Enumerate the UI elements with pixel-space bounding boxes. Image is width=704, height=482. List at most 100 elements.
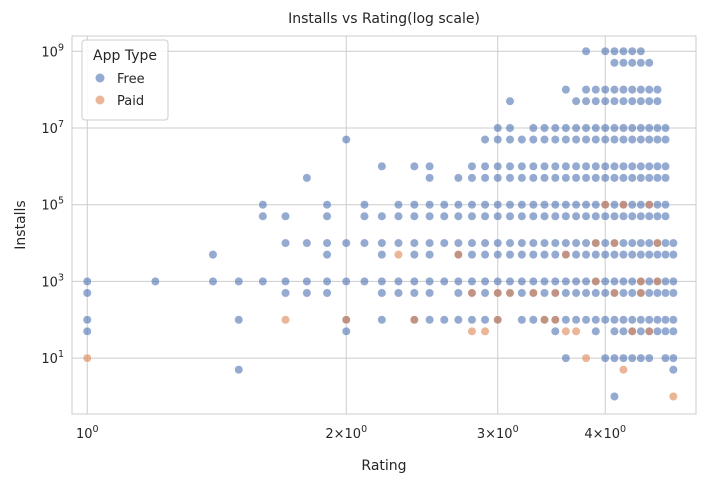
data-point <box>439 211 449 221</box>
data-point <box>360 200 369 210</box>
data-point <box>528 315 538 325</box>
data-point <box>644 85 654 95</box>
data-point <box>394 288 403 298</box>
data-point <box>550 326 560 336</box>
data-point <box>302 238 312 248</box>
data-point <box>627 96 637 106</box>
data-point <box>627 288 637 298</box>
data-point <box>600 200 610 210</box>
data-point <box>208 250 218 260</box>
data-point <box>627 353 637 363</box>
data-point <box>550 123 560 133</box>
data-point <box>425 288 435 298</box>
data-point <box>636 173 646 183</box>
data-point <box>644 277 654 286</box>
data-point <box>467 288 477 298</box>
data-point <box>591 173 601 183</box>
data-point <box>550 288 560 298</box>
data-point <box>493 123 503 133</box>
data-point <box>668 238 678 248</box>
data-point <box>610 96 619 106</box>
data-point <box>653 85 662 95</box>
data-point <box>540 288 549 298</box>
data-point <box>150 277 160 286</box>
data-point <box>561 315 571 325</box>
data-point <box>653 135 662 144</box>
data-point <box>409 200 419 210</box>
data-point <box>627 200 637 210</box>
data-point <box>636 250 646 260</box>
data-point <box>610 353 619 363</box>
data-point <box>653 288 662 298</box>
data-point <box>653 238 662 248</box>
data-point <box>636 211 646 221</box>
data-point <box>653 123 662 133</box>
y-tick-label: 109 <box>41 42 64 60</box>
data-point <box>82 288 92 298</box>
data-point <box>619 161 628 171</box>
data-point <box>644 353 654 363</box>
data-point <box>561 161 571 171</box>
data-point <box>480 250 490 260</box>
data-point <box>493 250 503 260</box>
data-point <box>281 238 290 248</box>
data-point <box>591 238 601 248</box>
data-point <box>610 135 619 144</box>
data-point <box>480 288 490 298</box>
data-point <box>540 123 549 133</box>
data-point <box>540 315 549 325</box>
legend-label-paid: Paid <box>117 94 144 109</box>
data-point <box>591 123 601 133</box>
data-point <box>493 288 503 298</box>
data-point <box>668 250 678 260</box>
data-point <box>493 173 503 183</box>
y-tick-label: 105 <box>41 196 64 214</box>
data-point <box>571 326 581 336</box>
data-point <box>636 85 646 95</box>
legend-title: App Type <box>93 48 157 64</box>
data-point <box>561 135 571 144</box>
data-point <box>439 315 449 325</box>
data-point <box>627 161 637 171</box>
data-point <box>234 277 244 286</box>
data-point <box>644 173 654 183</box>
data-point <box>341 277 351 286</box>
data-point <box>540 211 549 221</box>
data-point <box>581 238 591 248</box>
data-point <box>517 161 527 171</box>
data-point <box>425 200 435 210</box>
data-point <box>467 211 477 221</box>
data-point <box>644 200 654 210</box>
y-axis-label: Installs <box>13 200 29 249</box>
data-point <box>528 200 538 210</box>
data-point <box>517 250 527 260</box>
chart-title: Installs vs Rating(log scale) <box>288 11 480 27</box>
data-point <box>600 173 610 183</box>
data-point <box>281 211 290 221</box>
data-point <box>561 123 571 133</box>
data-point <box>610 211 619 221</box>
data-point <box>644 123 654 133</box>
data-point <box>517 200 527 210</box>
data-point <box>322 250 332 260</box>
data-point <box>644 96 654 106</box>
data-point <box>591 161 601 171</box>
y-tick-label: 101 <box>41 349 64 367</box>
data-point <box>528 135 538 144</box>
data-point <box>528 238 538 248</box>
data-point <box>581 277 591 286</box>
data-point <box>467 238 477 248</box>
data-point <box>480 161 490 171</box>
data-point <box>591 85 601 95</box>
data-point <box>627 315 637 325</box>
data-point <box>467 250 477 260</box>
data-point <box>581 123 591 133</box>
data-point <box>377 161 387 171</box>
y-tick-label: 107 <box>41 119 64 137</box>
data-point <box>505 123 515 133</box>
data-point <box>453 250 463 260</box>
data-point <box>480 238 490 248</box>
data-point <box>610 161 619 171</box>
data-point <box>540 277 549 286</box>
data-point <box>581 161 591 171</box>
